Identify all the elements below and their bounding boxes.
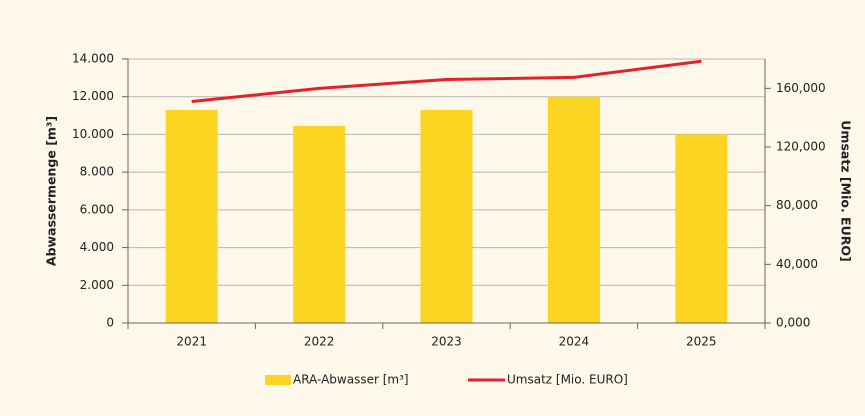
- bar: [165, 109, 218, 324]
- x-tick-label: 2024: [559, 335, 590, 349]
- y-tick-label: 6.000: [80, 202, 114, 216]
- y-tick-label: 4.000: [80, 240, 114, 254]
- legend-swatch: [265, 375, 291, 385]
- legend-label: Umsatz [Mio. EURO]: [507, 373, 628, 387]
- legend-label: ARA-Abwasser [m³]: [293, 373, 409, 387]
- y2-tick-label: 0,000: [776, 316, 810, 330]
- y-tick-label: 2.000: [80, 278, 114, 292]
- bar: [420, 109, 473, 324]
- y2-tick-label: 40,000: [776, 257, 818, 271]
- x-tick-label: 2025: [686, 335, 717, 349]
- bar: [675, 134, 728, 323]
- bar: [547, 96, 600, 323]
- y-tick-label: 8.000: [80, 165, 114, 179]
- x-tick-label: 2022: [304, 335, 335, 349]
- y-tick-label: 14.000: [72, 52, 114, 66]
- y2-tick-label: 80,000: [776, 198, 818, 212]
- x-tick-label: 2021: [176, 335, 207, 349]
- bar: [293, 125, 346, 323]
- x-tick-label: 2023: [431, 335, 462, 349]
- y2-tick-label: 120,000: [776, 140, 826, 154]
- y-tick-label: 10.000: [72, 127, 114, 141]
- y2-tick-label: 160,000: [776, 81, 826, 95]
- y2-axis-title: Umsatz [Mio. EURO]: [839, 120, 854, 261]
- y-tick-label: 12.000: [72, 89, 114, 103]
- y-tick-label: 0: [106, 316, 114, 330]
- line-series: [191, 59, 702, 104]
- y-axis-title: Abwassermenge [m³]: [44, 116, 59, 266]
